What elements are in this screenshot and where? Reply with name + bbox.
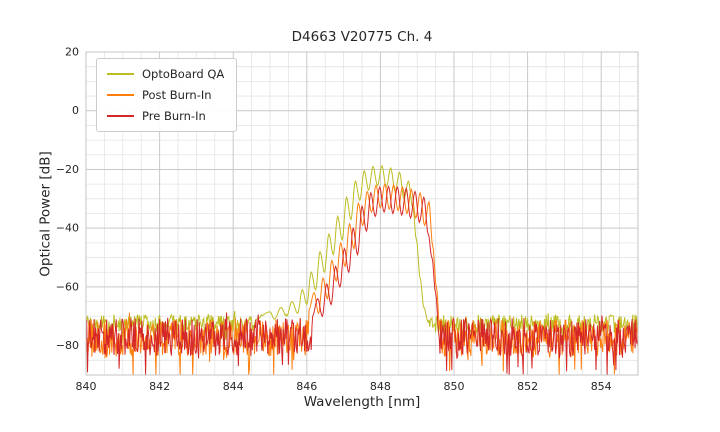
x-axis-label: Wavelength [nm] <box>303 394 421 410</box>
legend-label: Pre Burn-In <box>142 109 206 123</box>
legend-entry: Post Burn-In <box>107 88 224 102</box>
y-tick-label: −20 <box>56 163 79 176</box>
x-tick-label: 854 <box>591 380 612 393</box>
y-tick-label: 20 <box>65 46 79 59</box>
series-line-optoboard-qa <box>85 164 639 345</box>
y-tick-label: −40 <box>56 222 79 235</box>
chart-title: D4663 V20775 Ch. 4 <box>291 29 433 45</box>
x-tick-label: 842 <box>149 380 170 393</box>
legend-entry: OptoBoard QA <box>107 67 224 81</box>
legend-line-swatch <box>107 115 134 117</box>
y-tick-label: −60 <box>56 280 79 293</box>
x-tick-label: 852 <box>517 380 538 393</box>
legend-entry: Pre Burn-In <box>107 109 224 123</box>
legend: OptoBoard QA Post Burn-In Pre Burn-In <box>96 58 238 132</box>
x-tick-label: 848 <box>370 380 391 393</box>
x-tick-label: 840 <box>76 380 97 393</box>
series-line-pre-burn-in <box>85 185 639 375</box>
plot-border <box>85 51 639 376</box>
x-tick-label: 846 <box>296 380 317 393</box>
legend-line-swatch <box>107 73 134 75</box>
legend-label: Post Burn-In <box>142 88 212 102</box>
x-tick-label: 850 <box>444 380 465 393</box>
x-tick-label: 844 <box>223 380 244 393</box>
y-tick-label: −80 <box>56 339 79 352</box>
legend-line-swatch <box>107 94 134 96</box>
y-tick-label: 0 <box>72 104 79 117</box>
legend-label: OptoBoard QA <box>142 67 225 81</box>
